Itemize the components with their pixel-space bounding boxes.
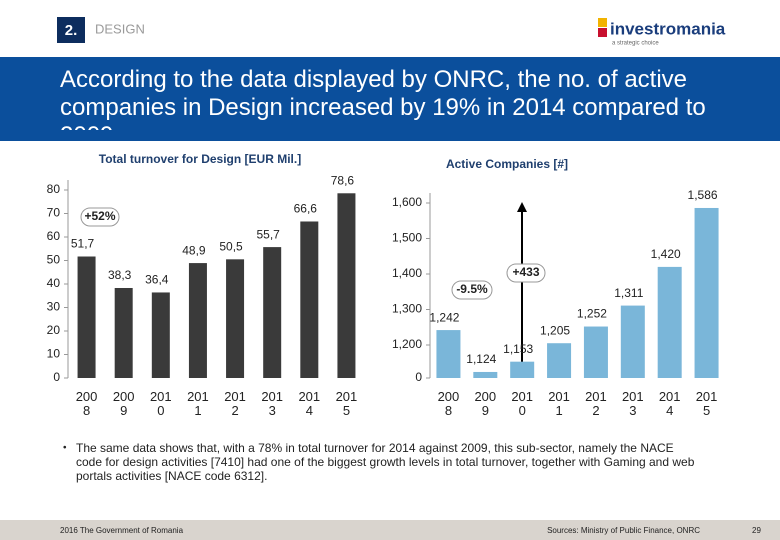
footer-sources: Sources: Ministry of Public Finance, ONR… <box>547 526 700 535</box>
value-label: 1,153 <box>503 342 533 356</box>
footer-left: 2016 The Government of Romania <box>60 526 184 535</box>
y-tick-label: 40 <box>47 276 61 290</box>
value-label: 48,9 <box>182 243 206 257</box>
bar <box>114 287 133 378</box>
bar <box>263 247 282 378</box>
value-label: 1,124 <box>466 352 496 366</box>
bar <box>337 193 356 378</box>
value-label: 1,586 <box>688 188 718 202</box>
arrow-head <box>517 202 527 212</box>
section-number: 2. <box>65 22 78 39</box>
bar <box>300 221 319 378</box>
bar <box>694 207 719 378</box>
annotation: +52% <box>84 209 115 223</box>
y-tick-label: 30 <box>47 300 61 314</box>
x-tick-label: 2015 <box>335 389 358 418</box>
y-tick-label: 60 <box>47 229 61 243</box>
value-label: 1,242 <box>429 310 459 324</box>
y-tick-label: 1,400 <box>392 266 422 280</box>
x-tick-label: 2009 <box>112 389 135 418</box>
footer-band <box>0 520 780 540</box>
logo-tagline: a strategic choice <box>612 41 659 47</box>
x-tick-label: 2013 <box>621 389 644 418</box>
value-label: 66,6 <box>294 202 318 216</box>
value-label: 1,205 <box>540 323 570 337</box>
bar <box>473 371 498 378</box>
annotation: +433 <box>512 265 539 279</box>
x-tick-label: 2012 <box>585 389 607 418</box>
annotation-box <box>451 280 493 300</box>
bullet-dot: • <box>63 443 67 454</box>
bar <box>547 343 572 378</box>
x-tick-label: 2010 <box>149 389 172 418</box>
value-label: 36,4 <box>145 273 169 287</box>
bar <box>226 259 245 378</box>
value-label: 1,420 <box>651 247 681 261</box>
bar <box>188 263 207 378</box>
cover <box>0 141 780 151</box>
x-tick-label: 2011 <box>548 389 570 418</box>
x-tick-label: 2013 <box>261 389 284 418</box>
y-tick-label: 80 <box>47 182 61 196</box>
logo-mark <box>598 18 607 27</box>
bar <box>77 256 96 378</box>
headline-band <box>0 57 780 141</box>
bar <box>657 266 682 378</box>
value-label: 1,311 <box>614 286 643 300</box>
value-label: 51,7 <box>71 237 95 251</box>
section: DESIGN <box>95 21 145 36</box>
value-label: 50,5 <box>219 239 243 253</box>
value-label: 1,252 <box>577 307 607 321</box>
bar <box>583 326 608 378</box>
y-tick-label: 10 <box>47 347 61 361</box>
value-label: 38,3 <box>108 268 132 282</box>
annotation-box <box>80 207 120 227</box>
x-tick-label: 2009 <box>474 389 497 418</box>
x-tick-label: 2015 <box>695 389 718 418</box>
section-box <box>57 17 85 43</box>
bar <box>510 361 535 378</box>
logo: investromania <box>610 19 726 38</box>
y-tick-label: 0 <box>53 370 60 384</box>
logo-mark <box>598 28 607 37</box>
x-tick-label: 2010 <box>511 389 534 418</box>
value-label: 78,6 <box>331 173 355 187</box>
bar <box>436 330 461 378</box>
headline: According to the data displayed by ONRC,… <box>60 66 706 130</box>
y-tick-label: 1,600 <box>392 195 422 209</box>
x-tick-label: 2008 <box>75 389 98 418</box>
value-label: 55,7 <box>257 227 281 241</box>
bar <box>620 305 645 378</box>
annotation: -9.5% <box>456 282 488 296</box>
x-tick-label: 2011 <box>187 389 209 418</box>
page-number: 29 <box>752 526 761 535</box>
annotation-box <box>506 263 546 283</box>
y-tick-label: 20 <box>47 323 61 337</box>
y-tick-label: 0 <box>415 370 422 384</box>
y-tick-label: 50 <box>47 253 61 267</box>
y-tick-label: 70 <box>47 206 61 220</box>
x-tick-label: 2014 <box>658 389 681 418</box>
bullet: The same data shows that, with a 78% in … <box>76 441 695 483</box>
y-tick-label: 1,200 <box>392 337 422 351</box>
x-tick-label: 2014 <box>298 389 321 418</box>
x-tick-label: 2008 <box>437 389 460 418</box>
y-tick-label: 1,300 <box>392 302 422 316</box>
bar <box>151 292 170 378</box>
chart-title: Active Companies [#] <box>446 157 568 171</box>
chart-title: Total turnover for Design [EUR Mil.] <box>99 152 301 166</box>
y-tick-label: 1,500 <box>392 231 422 245</box>
x-tick-label: 2012 <box>224 389 246 418</box>
